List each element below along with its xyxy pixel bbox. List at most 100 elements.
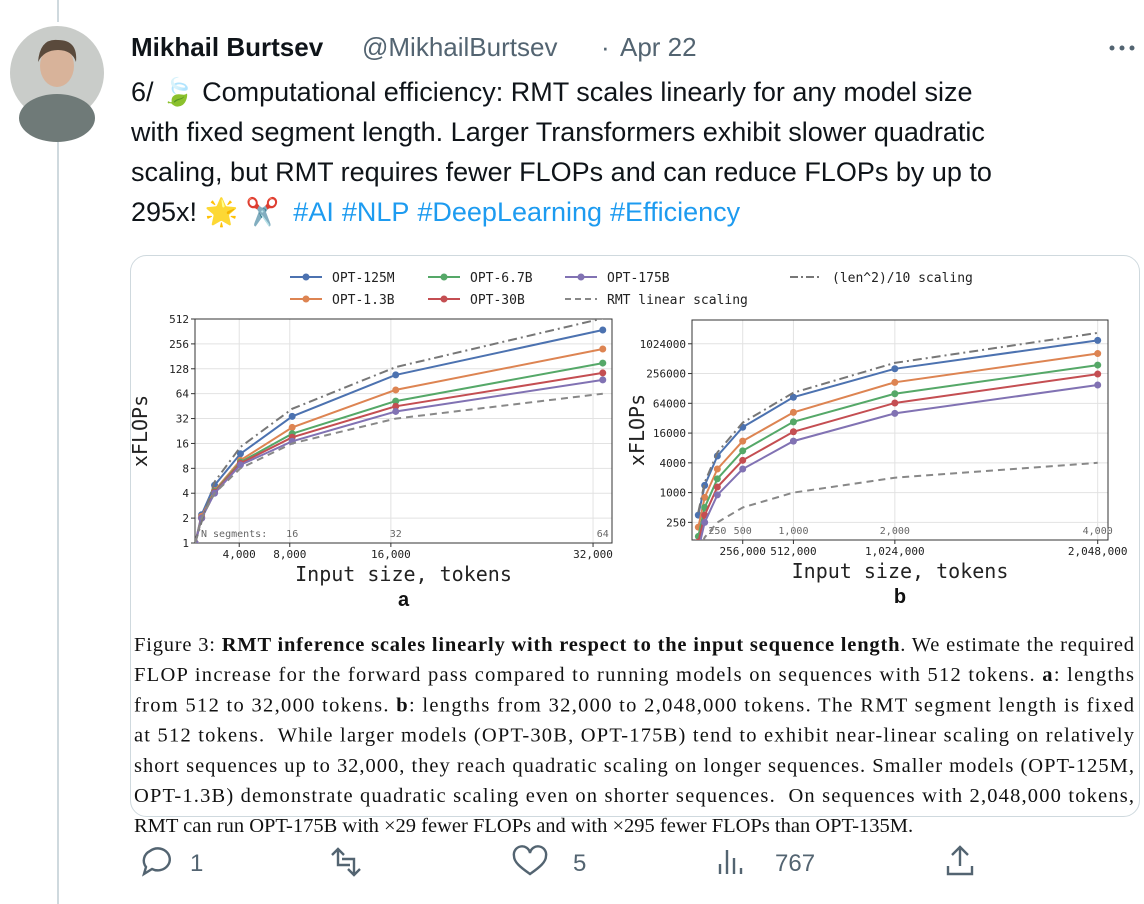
caption-text: RMT can run OPT-175B with ×29 fewer FLOP… [134, 815, 913, 837]
x-tick-label: 512,000 [770, 545, 816, 558]
segment-tick-label: 500 [734, 526, 752, 537]
x-tick-label: 4,000 [223, 548, 256, 561]
series-line [195, 319, 604, 543]
caption-text: Figure 3: [134, 634, 221, 656]
legend-label: OPT-125M [332, 271, 395, 286]
point [599, 326, 607, 334]
caption-text: : lengths from 32,000 to 2,048,000 token… [409, 694, 1134, 716]
segment-tick-label: 1,000 [778, 526, 808, 537]
tweet-text: scaling, but RMT requires fewer FLOPs an… [131, 157, 992, 187]
point [1094, 361, 1102, 369]
legend-label: RMT linear scaling [607, 293, 748, 308]
y-tick-label: 32 [176, 413, 189, 426]
series-group [694, 331, 1102, 540]
y-tick-label: 4000 [660, 457, 687, 470]
point [891, 365, 899, 373]
point [891, 399, 899, 407]
action-icons [141, 845, 974, 877]
legend-label: (len^2)/10 scaling [832, 271, 973, 286]
y-axis-label: xFLOPs [128, 395, 152, 467]
more-button[interactable] [1109, 45, 1135, 51]
legend-label: OPT-1.3B [332, 293, 395, 308]
y-tick-label: 256 [169, 338, 189, 351]
panel-label: b [894, 586, 906, 608]
caption-text: at 512 tokens. While larger models (OPT-… [134, 725, 1135, 747]
point [891, 409, 899, 417]
x-axis-label: Input size, tokens [792, 559, 1009, 583]
point [1094, 381, 1102, 389]
segment-tick-label: 250 [708, 526, 726, 537]
point [739, 437, 747, 445]
plot-frame [194, 318, 613, 544]
point [789, 428, 797, 436]
point [392, 371, 400, 379]
legend-marker [440, 295, 448, 303]
legend-label: OPT-6.7B [470, 271, 533, 286]
reply-icon[interactable] [141, 847, 171, 877]
caption-line: OPT-1.3B) demonstrate quadratic scaling … [134, 785, 1134, 807]
point [713, 475, 721, 483]
caption-line: RMT can run OPT-175B with ×29 fewer FLOP… [134, 815, 913, 837]
author-handle[interactable]: @MikhailBurtsev [362, 32, 557, 62]
author-name[interactable]: Mikhail Burtsev [131, 32, 324, 62]
point [236, 450, 244, 458]
point [701, 493, 709, 501]
y-tick-label: 128 [169, 363, 189, 376]
share-icon[interactable] [946, 845, 974, 876]
caption-text: from 512 to 32,000 tokens. [134, 694, 395, 716]
retweet-icon[interactable] [331, 847, 361, 877]
point [789, 418, 797, 426]
y-tick-label: 1000 [660, 487, 687, 500]
tweet-text: with fixed segment length. Larger Transf… [130, 117, 985, 147]
point [392, 386, 400, 394]
legend-marker [302, 273, 310, 281]
caption-text: a [1042, 664, 1052, 686]
tweet-text-line: scaling, but RMT requires fewer FLOPs an… [131, 157, 992, 187]
view-count: 767 [775, 850, 815, 877]
hashtag[interactable]: #NLP [342, 197, 410, 227]
point [599, 359, 607, 367]
caption-line: FLOP increase for the forward pass compa… [134, 664, 1134, 686]
hashtag[interactable]: #Efficiency [610, 197, 741, 227]
date[interactable]: Apr 22 [620, 32, 697, 62]
avatar[interactable] [10, 26, 104, 142]
tweet-text-line: 6/ 🍃 Computational efficiency: RMT scale… [131, 75, 972, 107]
y-tick-label: 64000 [653, 397, 686, 410]
point [789, 437, 797, 445]
caption-text: FLOP increase for the forward pass compa… [134, 664, 1041, 686]
hashtag[interactable]: #DeepLearning [417, 197, 602, 227]
segment-tick-label: 16 [286, 529, 298, 540]
legend-marker [440, 273, 448, 281]
point [599, 376, 607, 384]
caption-text: short sequences up to 32,000, they reach… [134, 755, 1134, 777]
point [288, 423, 296, 431]
tweet-text-line: 295x! 🌟 ✂️ #AI #NLP #DeepLearning #Efficienc… [131, 195, 741, 228]
reply-count: 1 [190, 850, 203, 877]
caption-line: at 512 tokens. While larger models (OPT-… [134, 725, 1135, 747]
point [891, 378, 899, 386]
point [1094, 370, 1102, 378]
plot-frame [691, 319, 1109, 541]
y-tick-label: 512 [169, 313, 189, 326]
point [713, 465, 721, 473]
caption-text: : lengths [1054, 664, 1134, 686]
hashtag[interactable]: #AI [293, 197, 334, 227]
segments-label: N segments: [201, 529, 267, 540]
caption-line: from 512 to 32,000 tokens. b: lengths fr… [134, 694, 1134, 716]
panel-label: a [398, 589, 410, 611]
views-icon[interactable] [718, 850, 743, 874]
x-tick-label: 1,024,000 [865, 545, 925, 558]
point [392, 407, 400, 415]
like-icon[interactable] [512, 845, 548, 876]
x-axis-label: Input size, tokens [295, 562, 512, 586]
segment-tick-label: 2,000 [880, 526, 910, 537]
x-tick-label: 256,000 [720, 545, 766, 558]
series-line [195, 392, 603, 543]
chart: 1 2 4 8 16 32 64 128 256 512 4,000 8,000 16,000 32,00… [128, 313, 613, 611]
y-tick-label: 2 [182, 512, 189, 525]
y-tick-label: 1024000 [640, 338, 686, 351]
caption-text: OPT-1.3B) demonstrate quadratic scaling … [134, 785, 1134, 807]
segment-tick-label: 32 [390, 529, 402, 540]
point [713, 483, 721, 491]
